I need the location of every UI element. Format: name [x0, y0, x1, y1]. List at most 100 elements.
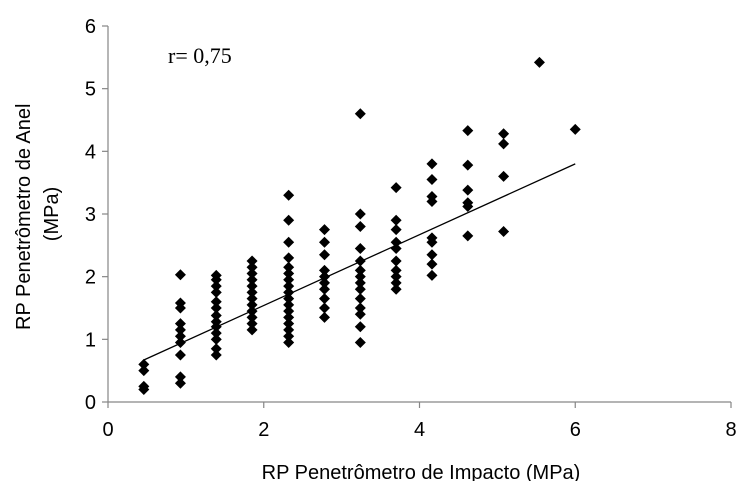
data-point [246, 318, 258, 330]
data-point [390, 283, 402, 295]
data-point [462, 197, 474, 209]
data-point [283, 189, 295, 201]
data-point [390, 264, 402, 276]
data-point [426, 174, 438, 186]
data-point [318, 224, 330, 236]
data-point [354, 242, 366, 254]
y-tick-label: 1 [85, 329, 96, 351]
data-point [138, 358, 150, 370]
data-point [426, 258, 438, 270]
data-point [318, 277, 330, 289]
data-point [174, 324, 186, 336]
x-tick-label: 4 [414, 419, 425, 441]
data-point [246, 286, 258, 298]
data-point [426, 249, 438, 261]
data-point [318, 249, 330, 261]
data-point [354, 336, 366, 348]
data-point [354, 108, 366, 120]
data-point [390, 242, 402, 254]
data-point [498, 226, 510, 238]
data-point [462, 230, 474, 242]
trendline-group [143, 163, 576, 361]
data-point [354, 264, 366, 276]
data-point [210, 343, 222, 355]
x-tick-label: 8 [725, 419, 736, 441]
data-point [283, 324, 295, 336]
y-axis-title: RP Penetrômetro de Anel (MPa) [13, 98, 63, 330]
x-tick-label: 0 [102, 419, 113, 441]
data-point [210, 302, 222, 314]
data-point [210, 286, 222, 298]
data-point [283, 252, 295, 264]
data-point [210, 349, 222, 361]
data-point [390, 255, 402, 267]
data-point [354, 271, 366, 283]
data-point [318, 302, 330, 314]
data-point [426, 269, 438, 281]
data-point [354, 221, 366, 233]
y-tick-label: 4 [85, 141, 96, 163]
data-point [283, 330, 295, 342]
data-point [246, 324, 258, 336]
data-point [174, 330, 186, 342]
y-axis-title-line-2: (MPa) [41, 187, 63, 241]
data-point [138, 380, 150, 392]
trendline [143, 163, 576, 361]
y-axis-title-line-1: RP Penetrômetro de Anel [13, 104, 35, 330]
data-point [498, 138, 510, 150]
data-point [210, 333, 222, 345]
data-point [210, 296, 222, 308]
data-point [390, 182, 402, 194]
data-point [283, 305, 295, 317]
x-tick-labels: 0 2 4 6 8 [102, 419, 736, 441]
x-tick-label: 6 [570, 419, 581, 441]
x-axis-title: RP Penetrômetro de Impacto (MPa) [262, 462, 581, 481]
data-point [498, 170, 510, 182]
data-point [354, 302, 366, 314]
data-point [462, 159, 474, 171]
data-point [174, 349, 186, 361]
data-point [246, 299, 258, 311]
data-point [318, 264, 330, 276]
data-point [318, 311, 330, 323]
data-point [283, 311, 295, 323]
data-point [354, 208, 366, 220]
data-point [318, 293, 330, 305]
data-point [318, 236, 330, 248]
data-point [246, 274, 258, 286]
data-point [210, 310, 222, 322]
y-tick-label: 6 [85, 16, 96, 38]
data-point [354, 308, 366, 320]
data-point [283, 214, 295, 226]
data-point [283, 261, 295, 273]
data-point [174, 318, 186, 330]
data-point [390, 224, 402, 236]
data-point [390, 277, 402, 289]
data-point [462, 184, 474, 196]
data-point [283, 299, 295, 311]
data-point [462, 125, 474, 137]
data-point [174, 371, 186, 383]
data-point [354, 277, 366, 289]
data-point [390, 236, 402, 248]
data-points [138, 56, 581, 395]
axes [102, 25, 732, 408]
data-point [318, 283, 330, 295]
data-point [246, 268, 258, 280]
data-point [210, 280, 222, 292]
y-tick-label: 2 [85, 267, 96, 289]
correlation-annotation: r= 0,75 [168, 43, 232, 68]
data-point [138, 365, 150, 377]
data-point [210, 269, 222, 281]
data-point [498, 128, 510, 140]
x-tick-label: 2 [258, 419, 269, 441]
y-tick-label: 3 [85, 204, 96, 226]
data-point [283, 236, 295, 248]
data-point [354, 321, 366, 333]
data-point [354, 293, 366, 305]
y-tick-labels: 0 1 2 3 4 5 6 [85, 16, 96, 414]
data-point [283, 280, 295, 292]
data-point [246, 255, 258, 267]
data-point [390, 271, 402, 283]
data-point [533, 56, 545, 68]
